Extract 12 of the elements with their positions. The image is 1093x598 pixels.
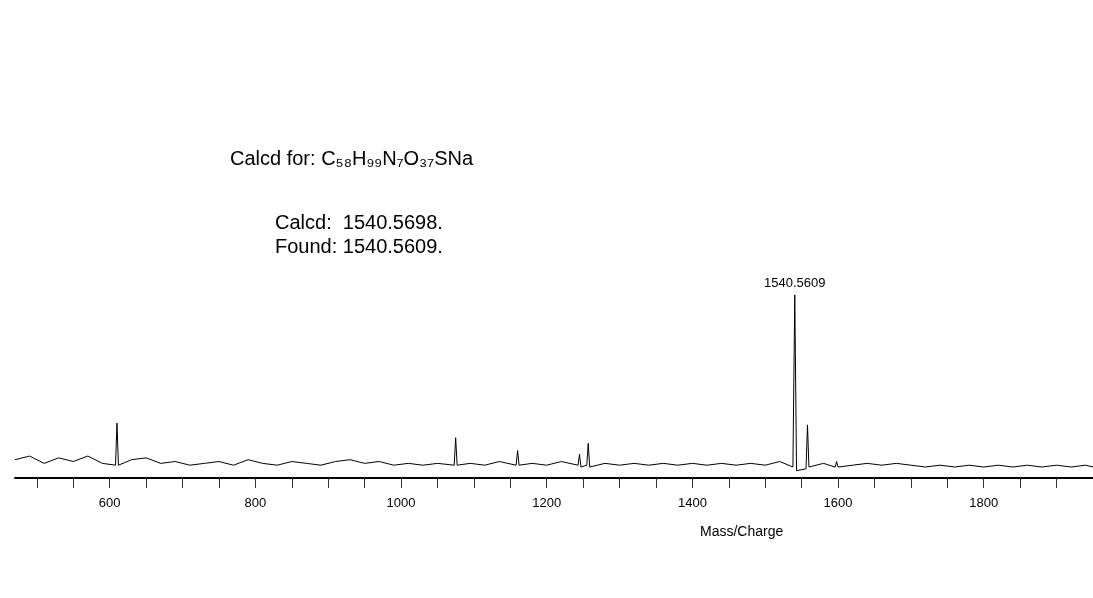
text: Calcd for: C₅₈H₉₉N₇O₃₇SNa (230, 147, 474, 169)
x-tick-label: 1600 (823, 495, 853, 510)
x-tick-label: 600 (98, 495, 121, 510)
x-tick-label: 1400 (677, 495, 707, 510)
x-tick-label: 800 (244, 495, 267, 510)
text: Found: 1540.5609. (275, 235, 443, 257)
x-tick-label: 1000 (386, 495, 416, 510)
annotation: 1540.5609 (764, 275, 826, 290)
x-axis-title: Mass/Charge (700, 523, 784, 539)
x-tick-label: 1200 (532, 495, 562, 510)
text: Calcd: 1540.5698. (275, 211, 443, 233)
x-tick-label: 1800 (969, 495, 999, 510)
